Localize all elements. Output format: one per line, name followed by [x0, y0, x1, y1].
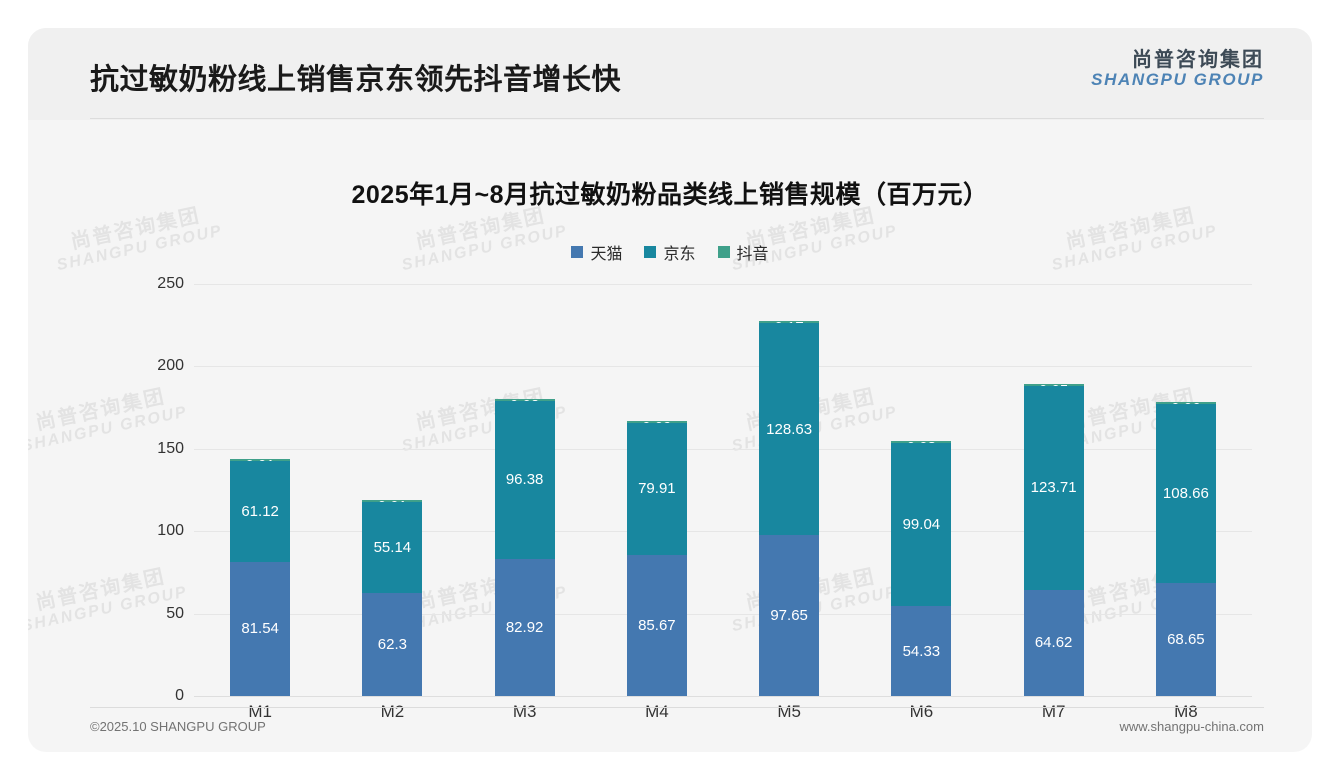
legend-swatch-icon [644, 246, 657, 258]
gridline [194, 448, 1252, 450]
bar-segment-京东[interactable]: 128.63 [759, 323, 820, 536]
bar-value-label: 128.63 [766, 420, 813, 438]
legend-item-2[interactable]: 抖音 [717, 240, 769, 264]
brand-logo: 尚普咨询集团 SHANGPU GROUP [1091, 50, 1264, 89]
page-title: 抗过敏奶粉线上销售京东领先抖音增长快 [90, 64, 622, 96]
chart-legend: 天猫 京东 抖音 [28, 240, 1312, 264]
bar-segment-天猫[interactable]: 54.33 [891, 606, 952, 696]
x-axis-tick-label: M7 [1041, 702, 1066, 721]
footer-copyright: ©2025.10 SHANGPU GROUP [90, 719, 266, 734]
bar-value-label: 64.62 [1034, 634, 1073, 652]
gridline [194, 531, 1252, 533]
bar-segment-京东[interactable]: 108.66 [1155, 403, 1216, 583]
x-axis-tick-label: M6 [909, 702, 934, 721]
slide-card: 抗过敏奶粉线上销售京东领先抖音增长快 尚普咨询集团 SHANGPU GROUP … [28, 28, 1312, 752]
bar-segment-天猫[interactable]: 62.3 [362, 593, 423, 696]
bar-value-label: 61.12 [241, 502, 279, 520]
y-axis-tick-label: 250 [157, 275, 184, 292]
bar-value-label: 54.33 [902, 642, 941, 660]
chart-bars: 0.0161.1281.540.0155.1462.30.0296.3882.9… [194, 224, 1252, 716]
bar-value-label: 99.04 [902, 516, 941, 534]
x-axis-tick-label: M1 [248, 702, 272, 721]
y-axis-tick-label: 50 [166, 604, 184, 622]
x-axis-tick-label: M4 [645, 702, 669, 721]
gridline [194, 696, 1252, 697]
legend-swatch-icon [571, 246, 584, 258]
bar-value-label: 68.65 [1167, 630, 1205, 648]
y-axis-tick-label: 100 [157, 522, 184, 540]
brand-logo-cn: 尚普咨询集团 [1132, 49, 1264, 71]
bar-value-label: 55.14 [373, 539, 412, 557]
bar-segment-京东[interactable]: 79.91 [626, 423, 687, 555]
bar-value-label: 97.65 [770, 607, 808, 625]
gridline [194, 366, 1252, 368]
slide-header: 抗过敏奶粉线上销售京东领先抖音增长快 尚普咨询集团 SHANGPU GROUP [28, 28, 1312, 120]
legend-label: 抖音 [736, 246, 769, 263]
gridline [194, 613, 1252, 615]
y-axis-tick-label: 0 [175, 687, 184, 704]
bar-value-label: 62.3 [377, 636, 407, 654]
bar-value-label: 108.66 [1162, 484, 1209, 502]
bar-segment-天猫[interactable]: 64.62 [1023, 589, 1084, 696]
bar-segment-天猫[interactable]: 82.92 [494, 559, 555, 696]
bar-value-label: 85.67 [638, 616, 676, 634]
gridline [194, 284, 1252, 285]
x-axis-tick-label: M8 [1174, 702, 1198, 721]
bar-segment-京东[interactable]: 55.14 [362, 502, 423, 594]
chart-plot-area: 尚普咨询集团 SHANGPU GROUP 尚普咨询集团 SHANGPU GROUP 尚普… [28, 205, 1312, 721]
x-axis-tick-label: M5 [777, 702, 801, 721]
bar-segment-京东[interactable]: 96.38 [494, 400, 555, 560]
bar-segment-天猫[interactable]: 97.65 [759, 535, 820, 696]
bar-segment-天猫[interactable]: 81.54 [230, 561, 291, 696]
chart-title: 2025年1月~8月抗过敏奶粉品类线上销售规模（百万元） [351, 181, 989, 209]
legend-label: 天猫 [590, 246, 623, 263]
bar-segment-京东[interactable]: 123.71 [1023, 385, 1084, 590]
brand-logo-en: SHANGPU GROUP [1091, 70, 1264, 89]
y-axis-tick-label: 150 [157, 439, 184, 457]
bar-segment-京东[interactable]: 99.04 [891, 443, 952, 607]
x-axis-tick-label: M2 [380, 702, 405, 721]
bar-value-label: 81.54 [241, 620, 279, 638]
bar-value-label: 79.91 [638, 480, 676, 498]
footer-divider [90, 707, 1264, 708]
bar-segment-天猫[interactable]: 68.65 [1155, 582, 1216, 696]
y-axis-tick-label: 200 [157, 357, 184, 375]
legend-item-1[interactable]: 京东 [644, 240, 696, 264]
bar-value-label: 82.92 [505, 619, 544, 637]
x-axis-tick-label: M3 [512, 702, 537, 721]
footer-website: www.shangpu-china.com [1119, 719, 1264, 734]
legend-item-0[interactable]: 天猫 [571, 240, 622, 264]
bar-segment-京东[interactable]: 61.12 [230, 460, 291, 562]
legend-label: 京东 [663, 246, 696, 263]
bar-segment-天猫[interactable]: 85.67 [626, 554, 687, 696]
bar-value-label: 123.71 [1030, 479, 1077, 497]
legend-swatch-icon [717, 246, 730, 258]
bar-value-label: 96.38 [505, 471, 544, 489]
header-divider [90, 118, 1264, 119]
watermark-cn: 尚普咨询集团 [33, 385, 168, 435]
